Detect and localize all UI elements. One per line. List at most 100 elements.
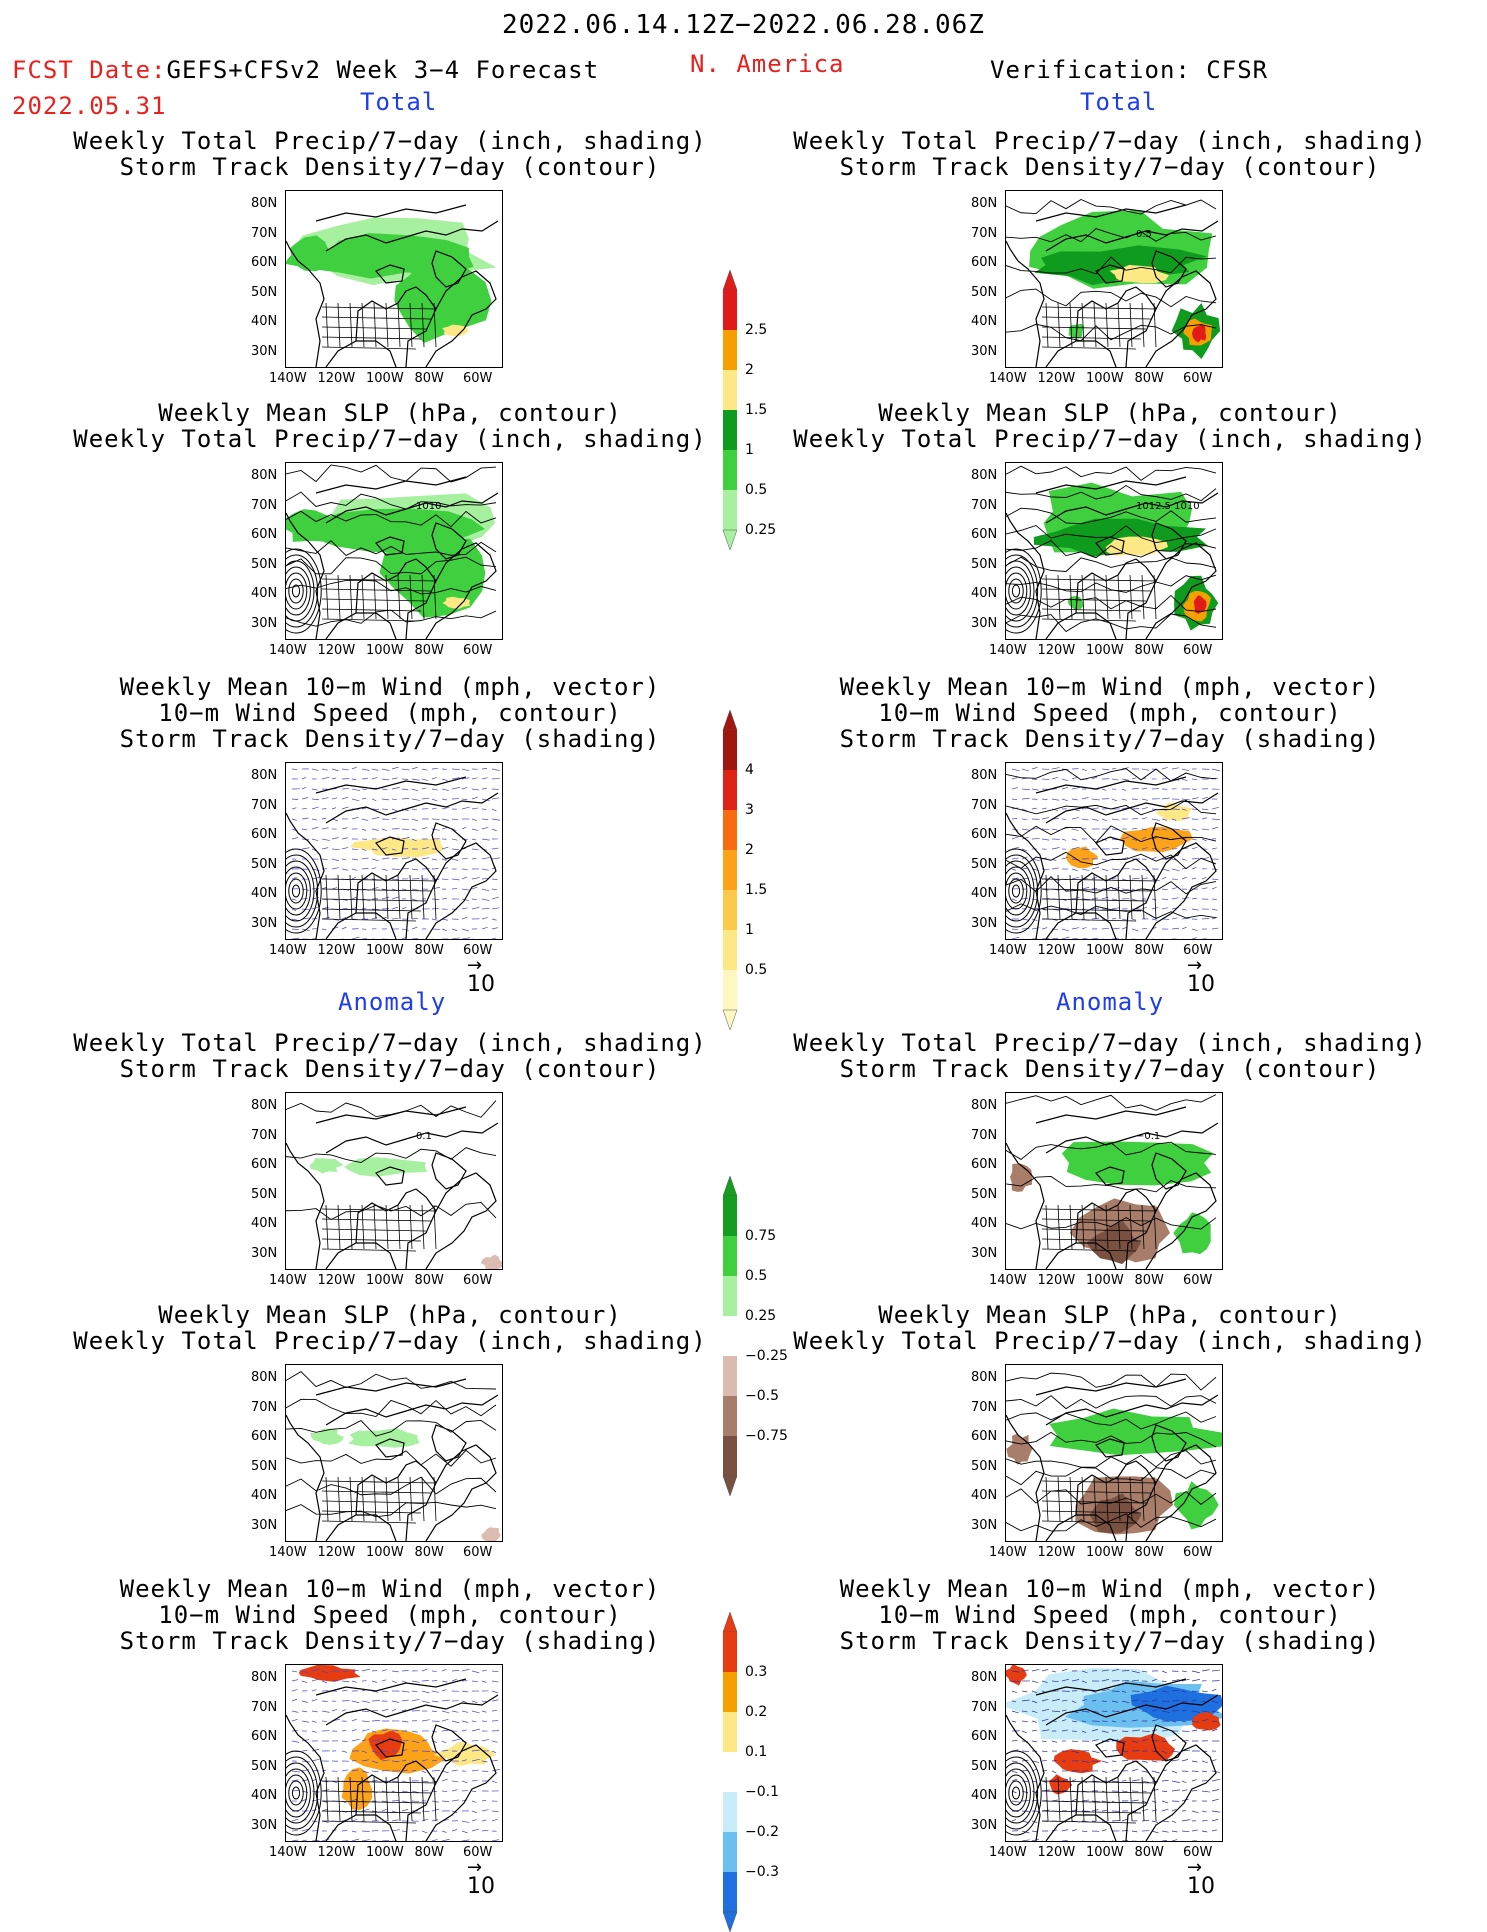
precip-red [1193, 595, 1207, 614]
colorbar-label: −0.5 [745, 1388, 779, 1404]
lat-tick-label: 80N [971, 1670, 998, 1685]
lon-tick-label: 120W [317, 943, 356, 958]
lon-tick-label: 60W [463, 643, 493, 658]
map-panel-p3: 1010 [285, 462, 503, 640]
state-borders [321, 302, 437, 350]
lon-tick-label: 100W [366, 1273, 404, 1288]
lat-tick-label: 40N [251, 1216, 278, 1231]
lon-tick-label: 120W [317, 1273, 356, 1288]
state-borders [1041, 874, 1157, 922]
lat-tick-label: 50N [971, 1458, 998, 1474]
colorbar-segment [723, 1792, 737, 1832]
lat-tick-label: 80N [251, 1670, 278, 1685]
panel-p2-title-line-2: Storm Track Density/7−day (contour) [839, 153, 1381, 181]
lon-tick-label: 80W [414, 371, 444, 386]
colorbar-cb4 [722, 1612, 738, 1932]
lat-tick-label: 80N [251, 468, 278, 483]
lat-tick-label: 40N [251, 886, 278, 901]
colorbar-cb1 [722, 270, 738, 550]
lon-tick-label: 60W [463, 1845, 493, 1860]
colorbar-cb2 [722, 710, 738, 1030]
anom-positive-east [1173, 1481, 1219, 1530]
slp-anom-contours [286, 1371, 497, 1518]
colorbar-label: 1 [745, 922, 754, 938]
lat-tick-label: 60N [251, 255, 278, 270]
lon-tick-label: 60W [463, 1545, 493, 1560]
lat-tick-label: 60N [251, 827, 278, 842]
lat-tick-label: 40N [251, 1488, 278, 1503]
lat-tick-label: 50N [971, 556, 998, 572]
panel-p3-title-line-1: Weekly Mean SLP (hPa, contour) [158, 399, 622, 427]
fcst-date-label: FCST Date:GEFS+CFSv2 Week 3−4 Forecast [12, 56, 599, 84]
anomaly-right-label: Anomaly [1056, 988, 1165, 1016]
state-borders [1041, 1776, 1157, 1824]
lon-tick-label: 120W [1037, 371, 1076, 386]
lat-tick-label: 80N [971, 468, 998, 483]
lon-tick-label: 140W [269, 1845, 307, 1860]
vector-arrow-icon: → [467, 955, 483, 976]
colorbar-label: 2.5 [745, 322, 768, 338]
colorbar-bottom-triangle [722, 529, 738, 550]
lat-tick-label: 70N [971, 225, 998, 241]
colorbar-segment [723, 450, 737, 490]
lon-tick-label: 140W [989, 943, 1027, 958]
map-panel-p2: 0.5 [1005, 190, 1223, 368]
anom-positive-east [1173, 1212, 1211, 1255]
lat-tick-label: 60N [251, 527, 278, 542]
colorbar-label: −0.25 [745, 1348, 788, 1364]
lon-tick-label: 80W [414, 1545, 444, 1560]
panel-p5-title-line-2: 10−m Wind Speed (mph, contour) [158, 699, 622, 727]
lat-tick-label: 80N [971, 1098, 998, 1113]
lat-tick-label: 80N [971, 768, 998, 783]
vector-reference: → 10 [467, 955, 495, 998]
lat-tick-label: 60N [251, 1729, 278, 1744]
lat-tick-label: 70N [971, 797, 998, 813]
lat-tick-label: 80N [251, 768, 278, 783]
colorbar-label: 0.2 [745, 1704, 768, 1720]
map-panel-p10 [1005, 1364, 1223, 1542]
anom-red-nw [1006, 1665, 1027, 1686]
panel-p12-title-line-3: Storm Track Density/7−day (shading) [839, 1627, 1381, 1655]
anom-red [368, 1730, 403, 1761]
colorbar-cb3 [722, 1176, 738, 1496]
lat-tick-label: 70N [251, 1399, 278, 1415]
lat-tick-label: 70N [971, 497, 998, 513]
colorbar-segment [723, 1752, 737, 1792]
lat-tick-label: 70N [971, 1127, 998, 1143]
colorbar-segment [723, 770, 737, 810]
lat-tick-label: 60N [971, 1429, 998, 1444]
colorbar-segment [723, 1396, 737, 1436]
map-panel-p5 [285, 762, 503, 940]
colorbar-label: −0.2 [745, 1824, 779, 1840]
panel-p5-title-line-3: Storm Track Density/7−day (shading) [119, 725, 661, 753]
lat-tick-label: 40N [971, 886, 998, 901]
lat-tick-label: 40N [251, 314, 278, 329]
lat-tick-label: 30N [251, 915, 278, 931]
lat-tick-label: 40N [971, 1488, 998, 1503]
lon-tick-label: 120W [317, 1845, 356, 1860]
anom-positive [344, 1157, 428, 1177]
lat-tick-label: 30N [971, 343, 998, 359]
lat-tick-label: 50N [251, 1186, 278, 1202]
panel-p2-title-line-1: Weekly Total Precip/7−day (inch, shading… [793, 127, 1427, 155]
coastline [1006, 1106, 1219, 1269]
map-panel-p1 [285, 190, 503, 368]
lat-tick-label: 50N [971, 1758, 998, 1774]
colorbar-label: 0.5 [745, 1268, 768, 1284]
lon-tick-label: 100W [1086, 1273, 1124, 1288]
vector-reference: → 10 [467, 1859, 495, 1900]
panel-p9-title-line-2: Weekly Total Precip/7−day (inch, shading… [73, 1327, 707, 1355]
colorbar-bottom-triangle [722, 1911, 738, 1932]
lon-tick-label: 120W [1037, 1273, 1076, 1288]
colorbar-segment [723, 1632, 737, 1672]
contour-label: 1012.5 1010 [1136, 501, 1200, 512]
lon-tick-label: 100W [1086, 643, 1124, 658]
panel-p10-title-line-1: Weekly Mean SLP (hPa, contour) [878, 1301, 1342, 1329]
lon-tick-label: 60W [463, 943, 493, 958]
colorbar-label: 4 [745, 762, 754, 778]
lat-tick-label: 30N [971, 915, 998, 931]
lon-tick-label: 100W [1086, 943, 1124, 958]
lon-tick-label: 120W [1037, 1845, 1076, 1860]
state-borders [1041, 1204, 1157, 1252]
lat-tick-label: 40N [971, 314, 998, 329]
